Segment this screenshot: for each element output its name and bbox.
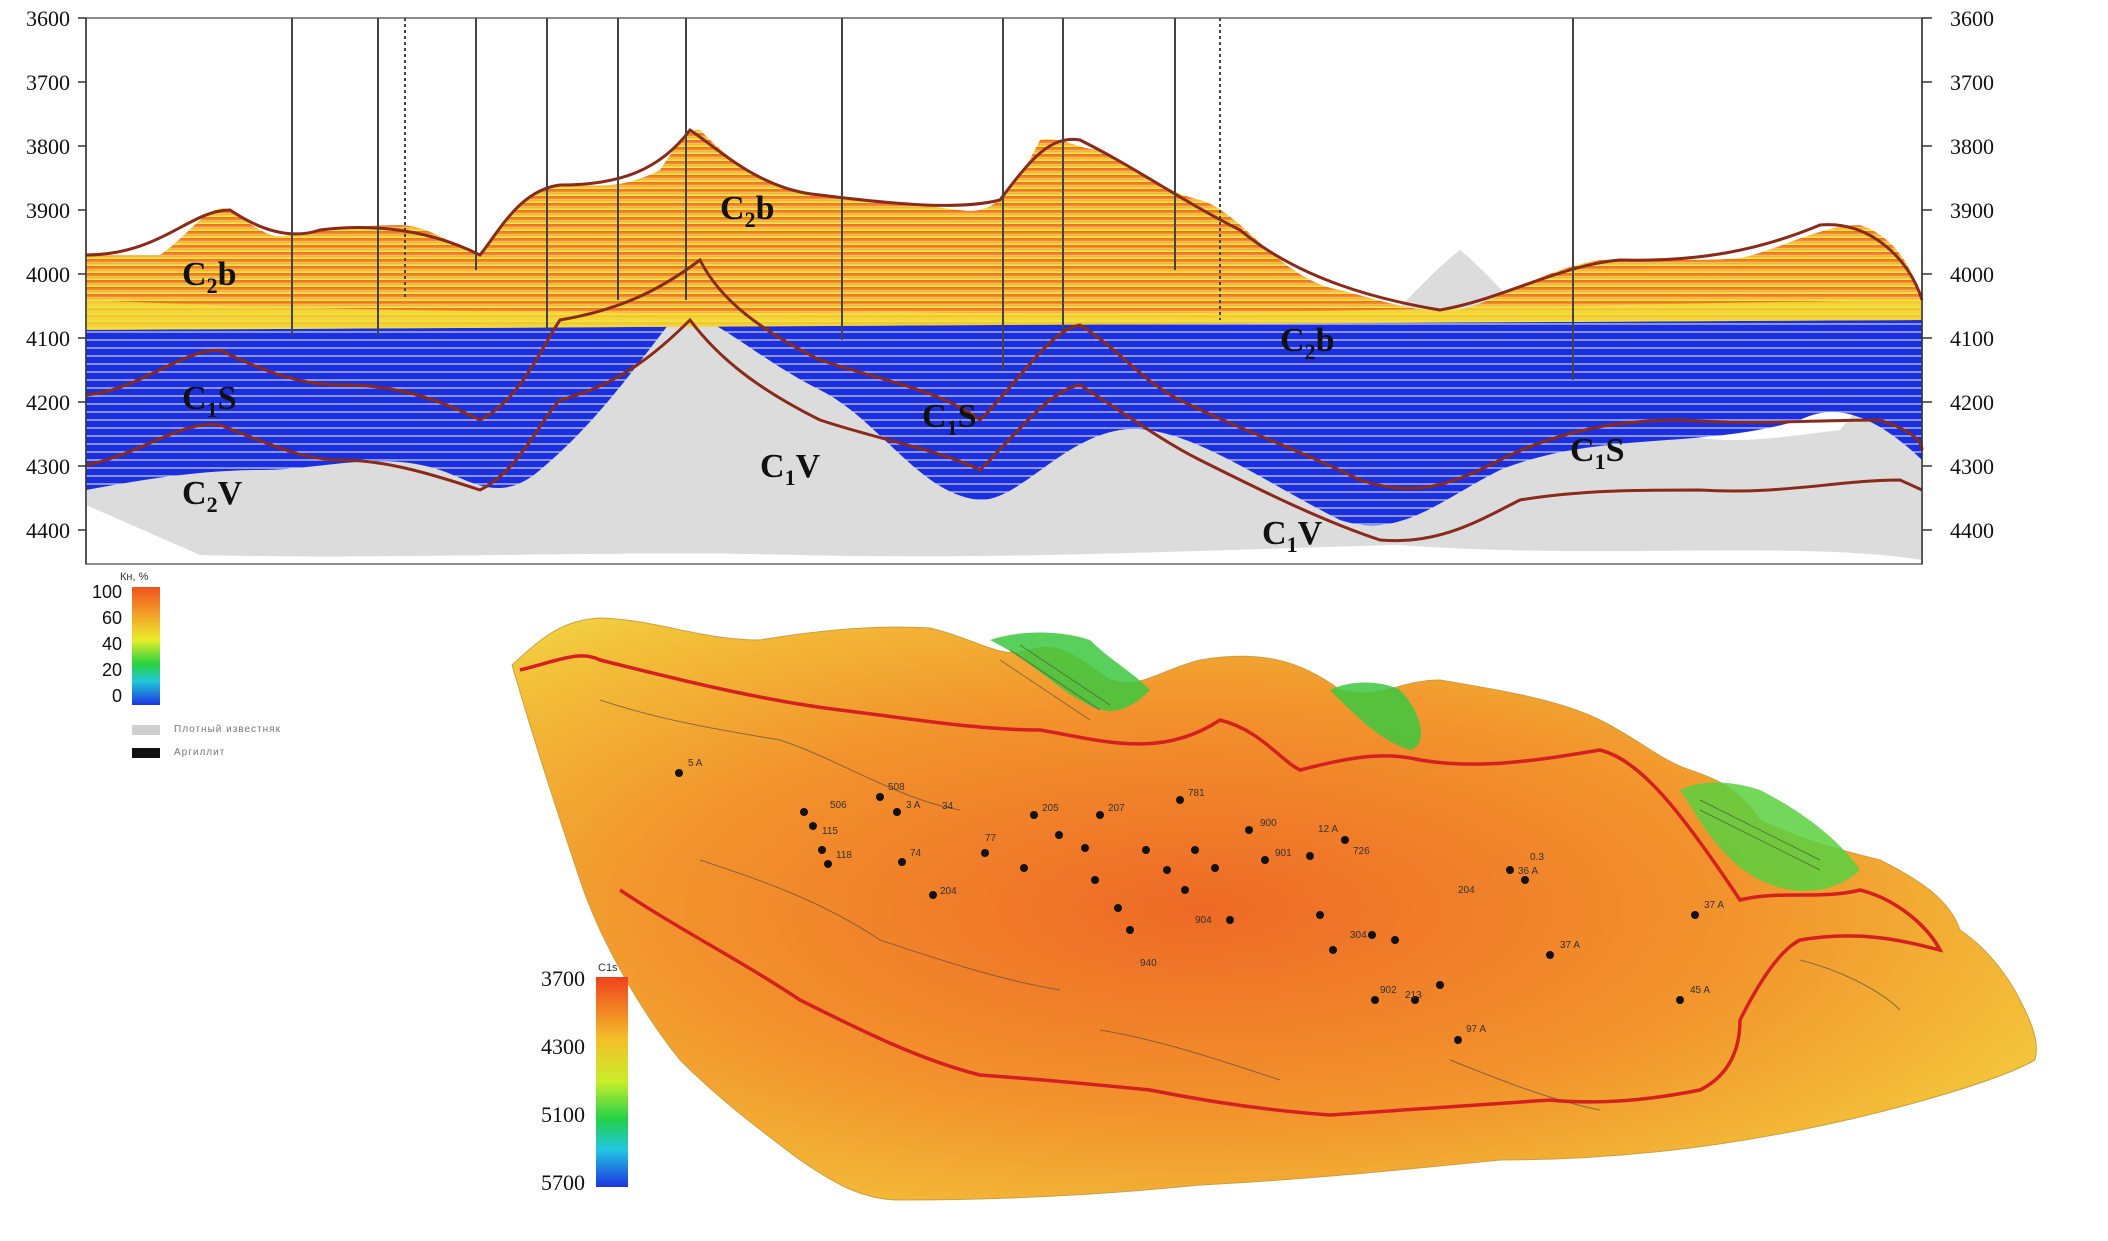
legend-limestone-label: Плотный известняк (174, 724, 281, 735)
depth-legend-title: C1s (598, 962, 618, 974)
right-axis (1921, 17, 1932, 564)
depth-tick-right: 4000 (1950, 262, 1994, 287)
well-label: 901 (1275, 848, 1292, 859)
porosity-legend-tick: 40 (101, 634, 122, 654)
layer-label: C2b (720, 190, 775, 232)
well-label: 204 (940, 886, 957, 897)
well-label: 781 (1188, 788, 1205, 799)
horizon-lines (85, 127, 1924, 543)
well-label: 213 (1405, 990, 1422, 1001)
depth-tick-left: 3900 (26, 198, 70, 223)
well-label: 0.3 (1530, 852, 1544, 863)
layer-label: C1V (1262, 515, 1323, 557)
green-zone-northeast (1330, 682, 1421, 750)
depth-tick-left: 4400 (26, 518, 70, 543)
legend-swatch-limestone (132, 725, 160, 735)
well-label: 97 A (1466, 1024, 1487, 1035)
well-label: 45 A (1690, 985, 1711, 996)
field-boundary (519, 654, 1944, 1117)
well-label: 34 (942, 801, 954, 812)
well-label: 36 A (1518, 866, 1539, 877)
depth-colorbar (596, 977, 628, 1187)
depth-tick-left: 3600 (26, 6, 70, 31)
well-label: 304 (1350, 930, 1367, 941)
layer-label: C2b (182, 256, 237, 298)
well-label: 900 (1260, 818, 1277, 829)
porosity-legend-title: Кн, % (120, 571, 149, 583)
depth-tick-left: 3700 (26, 70, 70, 95)
depth-legend-tick: 5100 (541, 1102, 585, 1127)
contour-lines (599, 644, 1901, 1111)
well-label: 940 (1140, 958, 1157, 969)
well-label: 204 (1458, 885, 1475, 896)
well-points (675, 769, 1699, 1044)
well-label: 205 (1042, 803, 1059, 814)
depth-legend-tick: 4300 (541, 1034, 585, 1059)
porosity-legend-tick: 60 (101, 608, 122, 628)
porosity-legend-tick: 20 (101, 660, 122, 680)
layer-label: C2b (1280, 322, 1335, 364)
porosity-legend-tick: 100 (91, 582, 122, 602)
left-axis (78, 17, 87, 564)
layer-label: C1S (922, 398, 977, 440)
layer-label: C1S (182, 380, 237, 422)
porosity-legend-tick: 0 (111, 686, 122, 706)
legend-argillite-label: Аргиллит (174, 747, 226, 758)
surface-map (511, 617, 2037, 1201)
well-label: 207 (1108, 803, 1125, 814)
well-label: 726 (1353, 846, 1370, 857)
depth-tick-left: 3800 (26, 134, 70, 159)
well-label: 74 (910, 848, 922, 859)
well-label: 37 A (1704, 900, 1725, 911)
well-label: 3 A (906, 800, 921, 811)
depth-tick-right: 3800 (1950, 134, 1994, 159)
layer-label: C1V (760, 448, 821, 490)
layer-label: C2V (182, 475, 243, 517)
low-porosity-zone (86, 310, 1922, 526)
well-label: 12 A (1318, 824, 1339, 835)
well-lines (291, 18, 1574, 380)
green-zone-east (1680, 782, 1860, 891)
depth-legend-tick: 5700 (541, 1170, 585, 1195)
well-label: 37 A (1560, 940, 1581, 951)
depth-tick-left: 4200 (26, 390, 70, 415)
depth-tick-left: 4300 (26, 454, 70, 479)
porosity-colorbar (132, 587, 160, 705)
depth-tick-left: 4100 (26, 326, 70, 351)
well-label: 5 A (688, 758, 703, 769)
well-label: 508 (888, 782, 905, 793)
well-label: 904 (1195, 915, 1212, 926)
legend-swatch-argillite (132, 748, 160, 758)
depth-tick-right: 4300 (1950, 454, 1994, 479)
depth-tick-right: 3700 (1950, 70, 1994, 95)
depth-tick-right: 3600 (1950, 6, 1994, 31)
well-label: 115 (822, 826, 838, 837)
well-label: 506 (830, 800, 847, 811)
layer-label: C1S (1570, 432, 1625, 474)
depth-tick-right: 4200 (1950, 390, 1994, 415)
well-label: 77 (985, 833, 997, 844)
depth-tick-left: 4000 (26, 262, 70, 287)
well-label: 902 (1380, 985, 1397, 996)
depth-tick-right: 4100 (1950, 326, 1994, 351)
depth-tick-right: 4400 (1950, 518, 1994, 543)
depth-tick-right: 3900 (1950, 198, 1994, 223)
depth-legend-tick: 3700 (541, 966, 585, 991)
well-label: 118 (836, 850, 852, 861)
